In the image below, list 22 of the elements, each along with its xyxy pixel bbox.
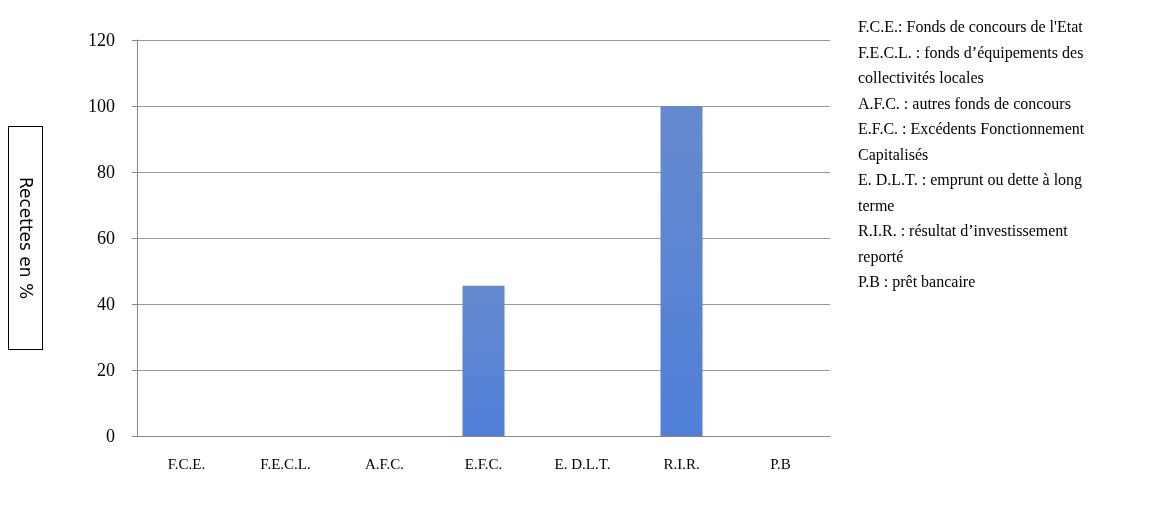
y-tick-label: 40 xyxy=(97,294,115,314)
y-tick-label: 100 xyxy=(88,96,115,116)
x-tick-label: E.F.C. xyxy=(464,455,503,472)
text: A.F.C. : autres fonds de concours xyxy=(858,94,1071,112)
text: F.C.E.: Fonds de concours de l'Etat xyxy=(858,18,1084,36)
x-tick-label: F.C.E. xyxy=(167,455,206,472)
x-tick-label: R.I.R. xyxy=(663,455,700,472)
x-tick-label: F.E.C.L. xyxy=(260,455,311,472)
x-tick-label: A.F.C. xyxy=(364,455,405,472)
y-tick-label: 60 xyxy=(97,228,115,248)
text: P.B : prêt bancaire xyxy=(858,273,976,292)
text: R.I.R. : résultat d’investissement reporté xyxy=(858,222,1072,266)
y-tick-label: 80 xyxy=(97,162,115,182)
y-tick-label: 120 xyxy=(88,30,115,50)
x-tick-label: P.B xyxy=(770,455,791,472)
text: E. D.L.T. : emprunt ou dette à long terme xyxy=(858,171,1087,214)
x-tick-label: E. D.L.T. xyxy=(554,455,611,472)
y-tick-label: 0 xyxy=(106,426,115,446)
text: E.F.C. : Excédents Fonctionnement Capitalisés xyxy=(858,120,1089,164)
y-axis-title: Recettes en % xyxy=(15,176,36,300)
y-tick-label: 20 xyxy=(97,360,115,380)
text: F.E.C.L. : fonds d’équipements des collectivités locales xyxy=(858,43,1088,87)
